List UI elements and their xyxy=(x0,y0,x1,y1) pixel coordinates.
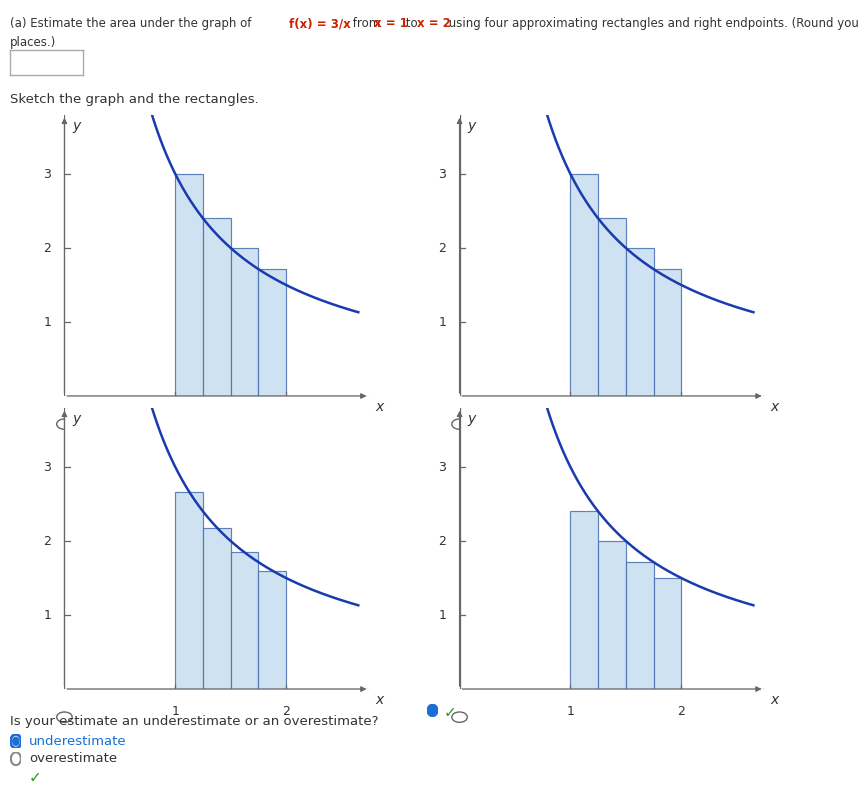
Circle shape xyxy=(427,704,438,717)
Text: 3: 3 xyxy=(43,461,52,474)
Text: 3: 3 xyxy=(438,461,447,474)
Text: ✓: ✓ xyxy=(29,771,42,785)
Text: 2: 2 xyxy=(43,535,52,547)
Text: x: x xyxy=(375,693,383,706)
Text: Sketch the graph and the rectangles.: Sketch the graph and the rectangles. xyxy=(10,93,259,106)
Bar xyxy=(570,512,598,689)
Bar xyxy=(259,269,286,396)
Text: ✓: ✓ xyxy=(443,706,456,720)
Text: x: x xyxy=(770,400,778,413)
Bar xyxy=(259,571,286,689)
Text: underestimate: underestimate xyxy=(29,735,127,748)
Text: (a) Estimate the area under the graph of: (a) Estimate the area under the graph of xyxy=(10,17,255,30)
Text: 1: 1 xyxy=(567,706,575,718)
Bar xyxy=(203,219,231,396)
Bar xyxy=(654,269,681,396)
Text: to: to xyxy=(402,17,422,30)
Text: 1: 1 xyxy=(43,315,52,329)
Text: 1: 1 xyxy=(43,608,52,622)
Text: 2: 2 xyxy=(438,535,447,547)
Text: 2: 2 xyxy=(283,413,290,425)
Bar xyxy=(598,219,626,396)
Bar xyxy=(175,492,203,689)
Text: y: y xyxy=(72,119,81,132)
Bar xyxy=(626,248,654,396)
Text: f(x) = 3/x: f(x) = 3/x xyxy=(289,17,350,30)
Text: y: y xyxy=(72,412,81,425)
Text: from: from xyxy=(349,17,384,30)
Text: 2: 2 xyxy=(438,242,447,254)
Text: 3: 3 xyxy=(43,168,52,181)
Bar xyxy=(570,174,598,396)
Text: x = 1: x = 1 xyxy=(374,17,407,30)
Bar xyxy=(654,578,681,689)
Text: 1: 1 xyxy=(172,413,180,425)
Text: 3: 3 xyxy=(438,168,447,181)
Text: 2: 2 xyxy=(678,413,685,425)
Bar xyxy=(203,527,231,689)
Text: places.): places.) xyxy=(10,36,57,48)
Text: 1: 1 xyxy=(438,315,447,329)
Text: overestimate: overestimate xyxy=(29,752,118,765)
Bar xyxy=(175,174,203,396)
Bar xyxy=(231,553,259,689)
Text: 1: 1 xyxy=(567,413,575,425)
Text: Is your estimate an underestimate or an overestimate?: Is your estimate an underestimate or an … xyxy=(10,715,379,728)
Text: 1: 1 xyxy=(438,608,447,622)
Text: using four approximating rectangles and right endpoints. (Round your answer to f: using four approximating rectangles and … xyxy=(445,17,859,30)
Text: x: x xyxy=(375,400,383,413)
Circle shape xyxy=(13,737,19,745)
Text: y: y xyxy=(467,412,476,425)
Bar xyxy=(598,541,626,689)
Text: x: x xyxy=(770,693,778,706)
Bar xyxy=(626,562,654,689)
Text: 2: 2 xyxy=(678,706,685,718)
Bar xyxy=(231,248,259,396)
Text: y: y xyxy=(467,119,476,132)
Text: 2: 2 xyxy=(43,242,52,254)
Text: 1: 1 xyxy=(172,706,180,718)
Text: x = 2: x = 2 xyxy=(417,17,450,30)
Text: 2: 2 xyxy=(283,706,290,718)
